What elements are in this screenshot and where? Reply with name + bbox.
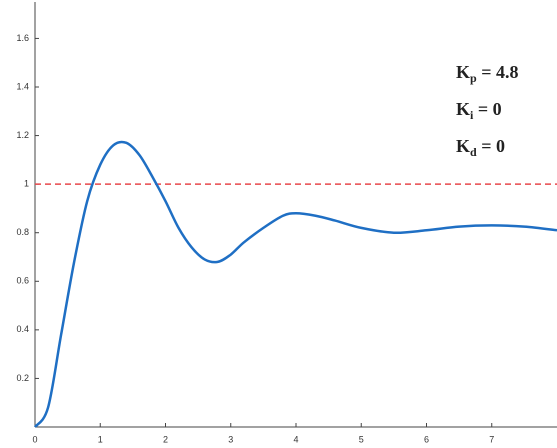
x-tick-label: 3	[228, 434, 233, 444]
y-tick-label: 0.6	[16, 276, 29, 286]
annotation-base: K	[456, 99, 470, 119]
annotation-subscript: i	[470, 108, 474, 122]
x-tick-label: 2	[163, 434, 168, 444]
y-tick-label: 1.2	[16, 130, 29, 140]
y-tick-label: 0.2	[16, 373, 29, 383]
annotation-subscript: d	[470, 145, 477, 159]
y-tick-label: 0.8	[16, 227, 29, 237]
y-tick-label: 1.4	[16, 81, 29, 91]
annotation-base: K	[456, 136, 470, 156]
annotation: Kp = 4.8	[456, 62, 518, 85]
annotation-subscript: p	[470, 71, 477, 85]
annotation: Kd = 0	[456, 136, 505, 159]
response-line	[33, 140, 557, 428]
x-tick-label: 6	[424, 434, 429, 444]
y-tick-label: 1	[24, 179, 29, 189]
y-tick-label: 1.6	[16, 33, 29, 43]
annotation-rest: = 0	[477, 136, 505, 156]
x-tick-label: 0	[32, 434, 37, 444]
annotation-rest: = 0	[473, 99, 501, 119]
annotation: Ki = 0	[456, 99, 502, 122]
x-tick-label: 5	[359, 434, 364, 444]
y-tick-label: 0.4	[16, 324, 29, 334]
x-tick-label: 1	[98, 434, 103, 444]
annotation-rest: = 4.8	[477, 62, 519, 82]
x-tick-label: 4	[293, 434, 298, 444]
annotation-base: K	[456, 62, 470, 82]
x-tick-label: 7	[489, 434, 494, 444]
